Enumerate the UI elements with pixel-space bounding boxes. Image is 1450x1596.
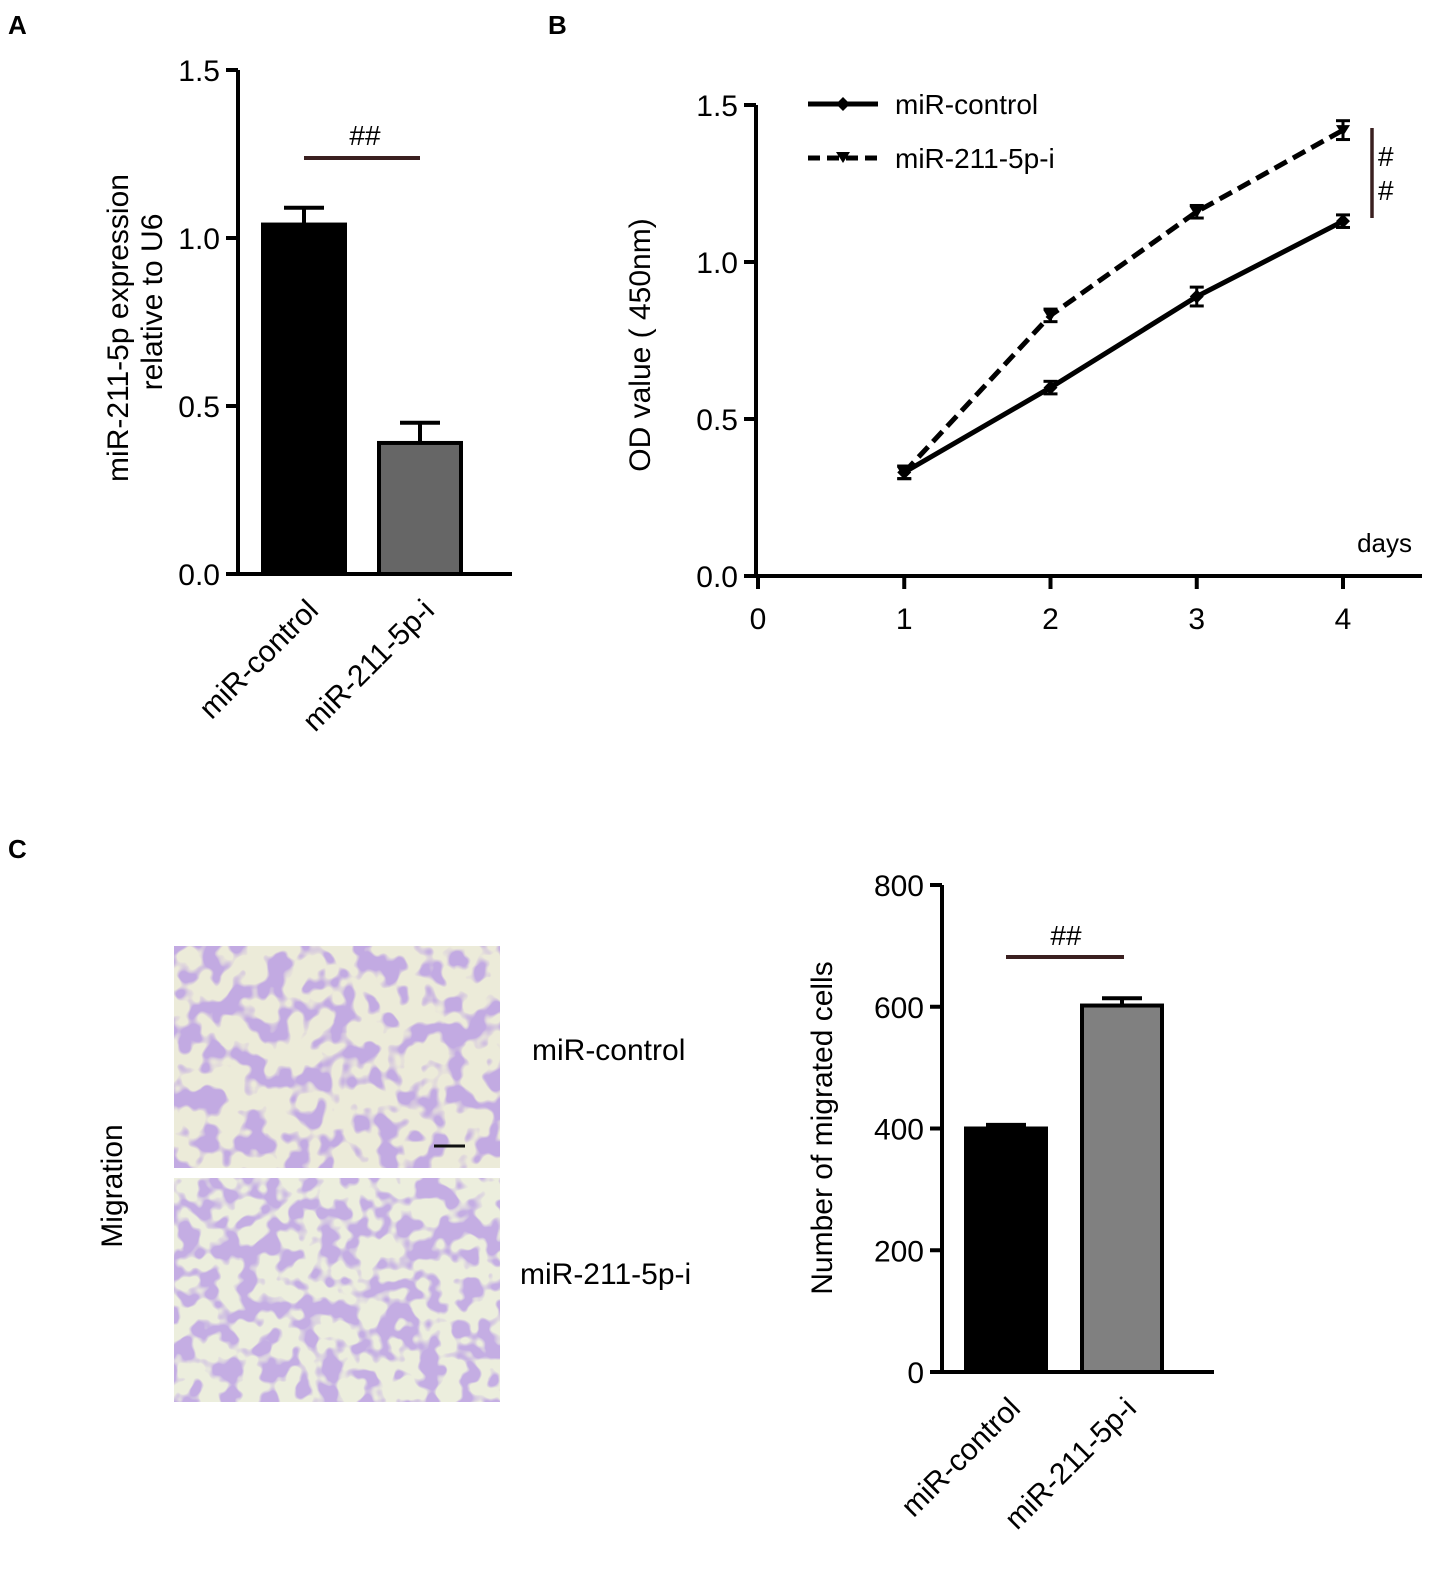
micrograph-mir-211-5p-i [174,1178,500,1402]
micrograph-label-mir-control: miR-control [532,1034,685,1067]
panel-label-c: C [8,834,27,864]
chart-a-ylabel-line1: miR-211-5p expression [102,174,135,482]
chart-c: Number of migrated cells 0200400600800mi… [806,870,1214,1536]
y-tick-label: 0.0 [178,559,220,592]
y-tick-label: 800 [874,870,924,903]
panel-label-a: A [8,10,27,40]
point-mir-211-5p-i [1189,206,1204,218]
micrographs: Migration miR-control miR-211-5p-i [96,946,691,1402]
chart-c-significance: ## [1050,920,1082,951]
y-tick-label: 0 [907,1357,924,1390]
point-mir-211-5p-i [897,467,912,479]
chart-b-significance-2: # [1378,175,1394,206]
chart-a: miR-211-5p expression relative to U6 0.0… [102,55,512,738]
y-tick-label: 1.5 [178,55,220,88]
bar-mir-211-5p-i [1080,1003,1164,1374]
chart-b-marks: 0.0 0.5 1.0 1.5 0 1 2 3 4 [696,90,1422,636]
chart-a-ylabel-line2: relative to U6 [136,214,169,391]
legend-label-mir-211-5p-i: miR-211-5p-i [895,143,1055,174]
x-tick-label: 0 [750,603,767,636]
chart-b: OD value ( 450nm) days 0.0 0.5 1.0 1.5 0 1 2 3 4… [624,89,1422,636]
micrograph-row-label: Migration [96,1124,129,1247]
point-mir-211-5p-i [1336,125,1350,137]
chart-c-ylabel: Number of migrated cells [806,961,839,1294]
x-tick-label: 4 [1335,603,1352,636]
chart-b-legend: miR-control miR-211-5p-i [808,89,1055,174]
point-mir-control [1336,214,1350,229]
y-tick-label: 1.5 [696,90,738,123]
bar-mir-control [261,222,347,576]
chart-b-ylabel: OD value ( 450nm) [624,218,657,471]
y-tick-label: 1.0 [696,247,738,280]
micrograph-label-mir-211-5p-i: miR-211-5p-i [520,1258,691,1291]
legend-marker-mir-211-5p-i [836,152,850,163]
point-mir-211-5p-i [1043,310,1058,322]
micrograph-mir-control [174,946,500,1168]
point-mir-control [1189,289,1204,304]
y-tick-label: 600 [874,992,924,1025]
bar-mir-211-5p-i [377,440,463,576]
y-tick-label: 0.5 [696,404,738,437]
y-tick-label: 400 [874,1114,924,1147]
y-tick-label: 200 [874,1235,924,1268]
bar-mir-control [964,1126,1048,1374]
chart-b-xlabel: days [1357,528,1412,558]
x-tick-label: 1 [896,603,913,636]
legend-label-mir-control: miR-control [895,89,1038,120]
panel-label-b: B [548,10,567,40]
series-line-mir-211-5p-i [902,127,1345,475]
x-tick-label: 2 [1042,603,1059,636]
y-tick-label: 0.0 [696,561,738,594]
legend-marker-mir-control [836,97,850,111]
x-tick-label: 3 [1188,603,1205,636]
chart-b-significance-1: # [1378,141,1394,172]
y-tick-label: 1.0 [178,223,220,256]
series-line-mir-control [902,218,1345,475]
y-tick-label: 0.5 [178,391,220,424]
point-mir-control [1043,380,1058,395]
chart-a-significance: ## [349,120,381,151]
